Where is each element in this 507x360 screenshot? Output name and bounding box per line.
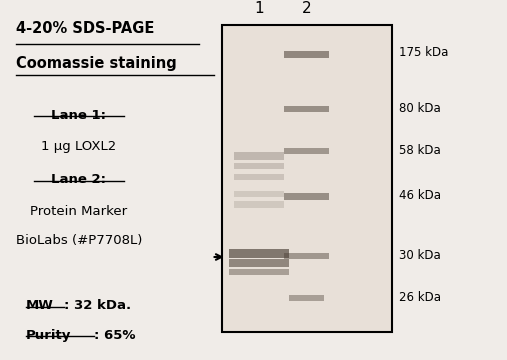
Text: : 32 kDa.: : 32 kDa.	[64, 299, 131, 312]
Text: 80 kDa: 80 kDa	[400, 102, 441, 115]
Bar	[229, 259, 289, 267]
Text: Purity: Purity	[26, 329, 71, 342]
Bar	[234, 202, 284, 208]
Text: MW: MW	[26, 299, 54, 312]
Text: BioLabs (#P7708L): BioLabs (#P7708L)	[16, 234, 142, 247]
Text: Coomassie staining: Coomassie staining	[16, 56, 177, 71]
Bar	[284, 106, 329, 112]
Bar	[234, 191, 284, 197]
Text: 2: 2	[302, 1, 311, 16]
Bar	[229, 249, 289, 258]
Bar	[284, 148, 329, 154]
Bar	[222, 25, 392, 332]
Bar	[234, 174, 284, 180]
Text: 1: 1	[255, 1, 264, 16]
Bar	[234, 152, 284, 159]
Bar	[234, 163, 284, 169]
Text: 58 kDa: 58 kDa	[400, 144, 441, 157]
Text: : 65%: : 65%	[94, 329, 135, 342]
Bar	[284, 193, 329, 200]
Bar	[284, 51, 329, 58]
Text: 175 kDa: 175 kDa	[400, 46, 449, 59]
Bar	[284, 253, 329, 259]
Text: 4-20% SDS-PAGE: 4-20% SDS-PAGE	[16, 21, 155, 36]
Bar	[289, 295, 324, 301]
Bar	[229, 269, 289, 275]
Text: Protein Marker: Protein Marker	[30, 204, 127, 218]
Text: 1 μg LOXL2: 1 μg LOXL2	[41, 140, 117, 153]
Text: 30 kDa: 30 kDa	[400, 249, 441, 262]
Text: Lane 2:: Lane 2:	[51, 173, 106, 186]
Text: Lane 1:: Lane 1:	[51, 109, 106, 122]
Text: 46 kDa: 46 kDa	[400, 189, 441, 202]
Text: 26 kDa: 26 kDa	[400, 291, 441, 303]
